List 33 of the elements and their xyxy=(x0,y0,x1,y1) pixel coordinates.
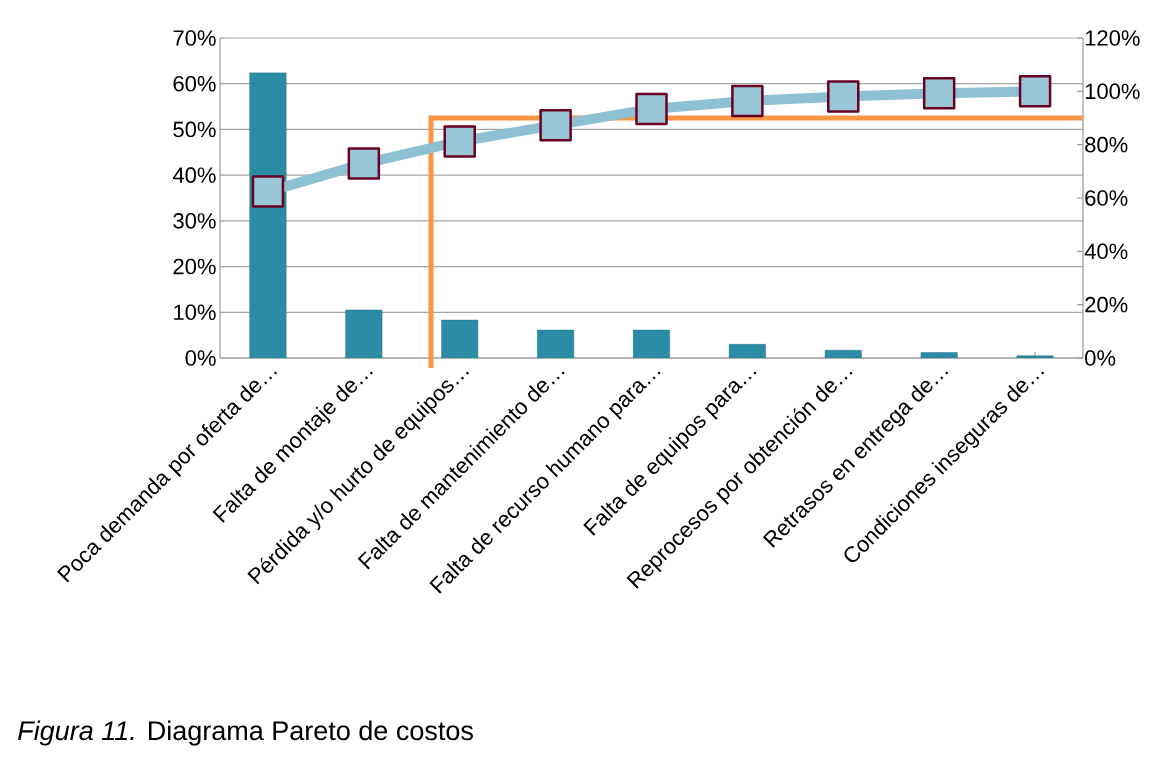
bar xyxy=(345,309,383,358)
bar xyxy=(920,352,958,358)
bar xyxy=(441,319,479,358)
bar xyxy=(1016,355,1054,358)
y-tick-label: 30% xyxy=(173,213,216,229)
point xyxy=(347,147,381,180)
y-tick-label: 60% xyxy=(173,75,216,92)
text: Figura 11. Diagrama Pareto de costos xyxy=(18,720,473,746)
point xyxy=(539,108,572,142)
y2-tick-label: 60% xyxy=(1085,190,1128,206)
bar xyxy=(728,344,766,358)
point xyxy=(1018,75,1052,108)
y-tick-label: 10% xyxy=(174,304,216,321)
y-tick-label: 70% xyxy=(173,30,216,46)
bar xyxy=(633,329,670,358)
y-tick-label: 0% xyxy=(185,350,216,366)
y2-tick-label: 20% xyxy=(1085,296,1128,313)
point xyxy=(251,175,285,208)
y2-tick-label: 0% xyxy=(1085,350,1116,366)
y2-tick-label: 80% xyxy=(1085,136,1128,153)
bar xyxy=(537,329,575,358)
y-tick-label: 20% xyxy=(173,258,216,275)
bar xyxy=(824,350,862,358)
point xyxy=(922,76,956,110)
point xyxy=(731,84,764,118)
y2-tick-label: 40% xyxy=(1084,243,1128,260)
y-tick-label: 40% xyxy=(172,167,216,183)
point xyxy=(443,125,476,158)
y-tick-label: 50% xyxy=(173,121,216,138)
y2-tick-label: 100% xyxy=(1085,83,1140,100)
point xyxy=(635,92,668,126)
y2-tick-label: 120% xyxy=(1085,30,1140,46)
point xyxy=(827,80,860,113)
